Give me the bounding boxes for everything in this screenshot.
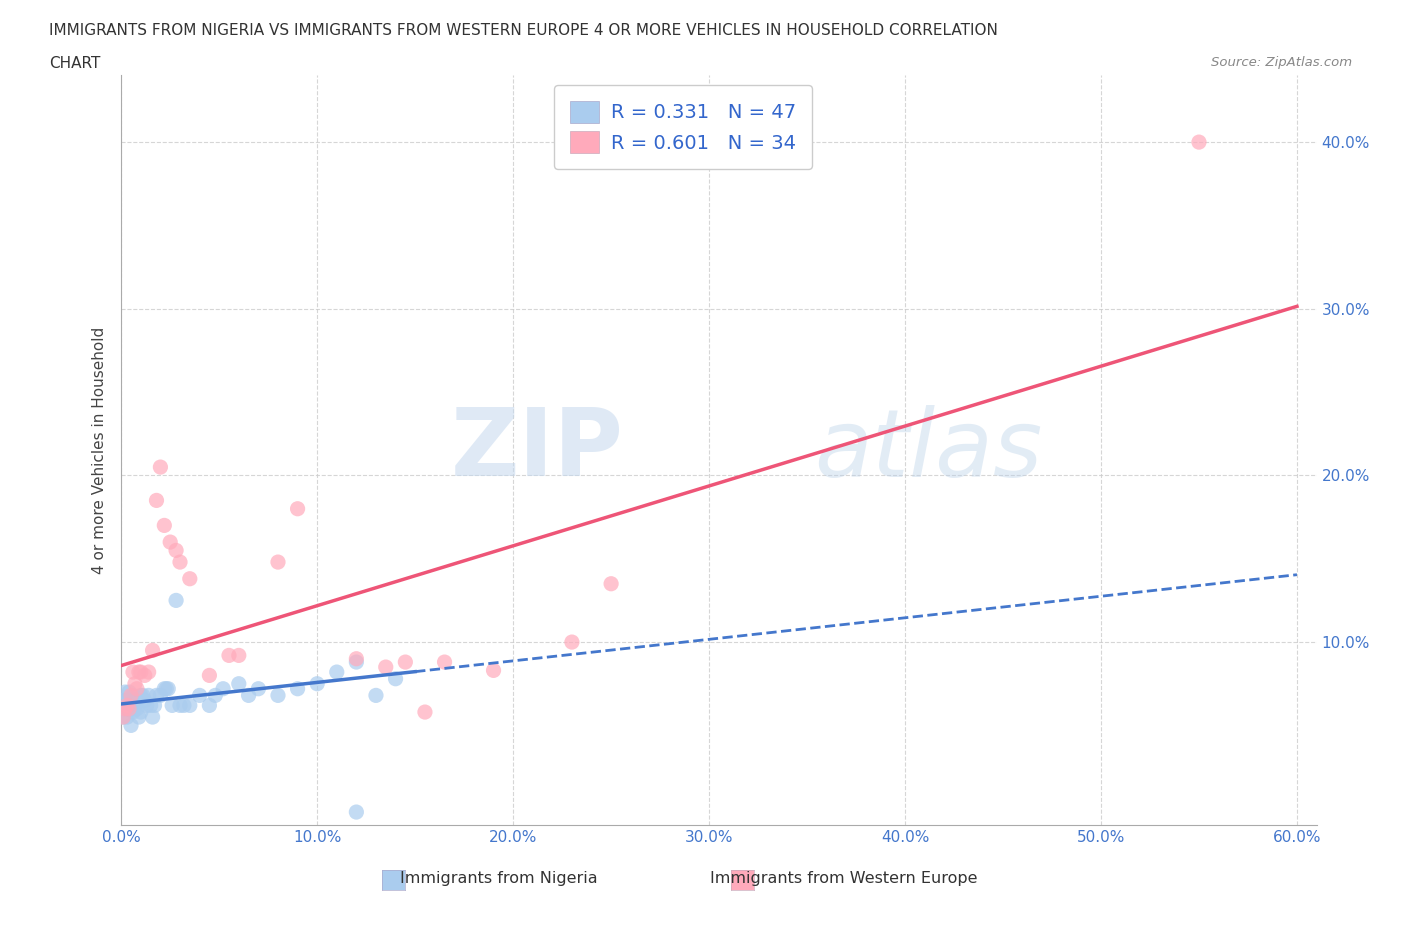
Point [287,682,309,697]
Text: CHART: CHART [49,56,101,71]
Point [122,665,145,680]
Point [433,655,456,670]
Point [228,648,250,663]
Point [125,701,148,716]
Point [120,701,142,716]
Point [344,651,367,666]
Point [218,648,240,663]
Text: Immigrants from Nigeria: Immigrants from Nigeria [401,871,598,886]
Point [307,676,329,691]
Point [169,554,191,569]
Point [482,663,505,678]
Point [212,682,235,697]
Text: IMMIGRANTS FROM NIGERIA VS IMMIGRANTS FROM WESTERN EUROPE 4 OR MORE VEHICLES IN : IMMIGRANTS FROM NIGERIA VS IMMIGRANTS FR… [49,23,998,38]
Point [118,684,141,699]
Point [143,698,166,712]
Point [413,705,436,720]
Point [247,682,270,697]
Point [135,698,157,712]
Point [173,698,195,712]
Point [344,804,367,819]
Point [112,710,135,724]
Point [153,518,176,533]
Point [1188,135,1211,150]
Point [114,701,136,716]
Point [364,688,387,703]
Point [145,688,167,703]
Point [238,688,260,703]
Point [157,682,180,697]
Point [160,698,183,712]
Legend: R = 0.331   N = 47, R = 0.601   N = 34: R = 0.331 N = 47, R = 0.601 N = 34 [554,86,811,169]
Point [179,571,201,586]
Point [118,701,141,716]
Point [155,682,177,697]
Point [204,688,226,703]
Point [112,710,135,724]
Point [394,655,416,670]
Point [138,665,160,680]
Point [134,668,156,683]
Point [114,684,136,699]
Point [129,705,152,720]
Text: Immigrants from Western Europe: Immigrants from Western Europe [710,871,977,886]
Point [561,634,583,649]
Point [139,698,162,712]
Point [153,682,176,697]
Point [287,501,309,516]
Point [149,688,172,703]
Point [115,710,138,724]
Point [142,643,165,658]
Point [159,535,181,550]
Point [344,655,367,670]
Text: Source: ZipAtlas.com: Source: ZipAtlas.com [1212,56,1353,69]
Point [145,493,167,508]
Point [138,688,160,703]
Point [267,688,290,703]
Text: atlas: atlas [814,405,1043,496]
Point [198,698,221,712]
Point [129,688,152,703]
Point [149,459,172,474]
Point [118,701,141,716]
Point [124,698,146,712]
Text: ZIP: ZIP [450,405,623,497]
Point [125,682,148,697]
Point [169,698,191,712]
Point [115,693,138,708]
Point [179,698,201,712]
Point [600,577,623,591]
Point [112,693,135,708]
Point [142,710,165,724]
Point [326,665,349,680]
Point [114,701,136,716]
Point [228,676,250,691]
Point [128,710,150,724]
Point [134,693,156,708]
Point [384,671,406,686]
Point [132,688,155,703]
Point [124,676,146,691]
Point [120,688,142,703]
Y-axis label: 4 or more Vehicles in Household: 4 or more Vehicles in Household [93,326,107,574]
Point [165,593,187,608]
Point [128,665,150,680]
Point [122,705,145,720]
Point [120,693,142,708]
Point [188,688,211,703]
Point [122,688,145,703]
Point [374,659,396,674]
Point [198,668,221,683]
Point [267,554,290,569]
Point [115,698,138,712]
Point [120,718,142,733]
Point [165,543,187,558]
Point [129,665,152,680]
